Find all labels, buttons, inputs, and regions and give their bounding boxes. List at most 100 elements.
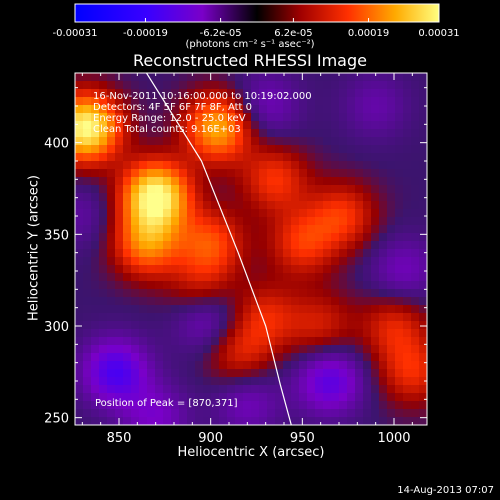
heatmap-cell — [331, 289, 340, 298]
heatmap-cell — [387, 201, 396, 210]
heatmap-cell — [155, 225, 164, 234]
heatmap-cell — [91, 73, 100, 82]
heatmap-cell — [179, 81, 188, 90]
heatmap-cell — [203, 217, 212, 226]
heatmap-cell — [323, 161, 332, 170]
heatmap-cell — [155, 161, 164, 170]
heatmap-cell — [139, 265, 148, 274]
heatmap-cell — [315, 273, 324, 282]
heatmap-cell — [259, 145, 268, 154]
heatmap-cell — [355, 81, 364, 90]
heatmap-cell — [115, 281, 124, 290]
heatmap-cell — [163, 105, 172, 114]
heatmap-cell — [219, 233, 228, 242]
heatmap-cell — [331, 241, 340, 250]
heatmap-cell — [291, 249, 300, 258]
heatmap-cell — [323, 289, 332, 298]
heatmap-cell — [155, 273, 164, 282]
heatmap-cell — [75, 281, 84, 290]
heatmap-cell — [155, 361, 164, 370]
heatmap-cell — [275, 209, 284, 218]
heatmap-cell — [355, 313, 364, 322]
heatmap-cell — [147, 353, 156, 362]
heatmap-cell — [371, 353, 380, 362]
heatmap-cell — [259, 361, 268, 370]
heatmap-cell — [387, 137, 396, 146]
heatmap-cell — [99, 289, 108, 298]
heatmap-cell — [163, 233, 172, 242]
heatmap-cell — [131, 329, 140, 338]
heatmap-cell — [179, 321, 188, 330]
heatmap-cell — [155, 377, 164, 386]
heatmap-cell — [283, 345, 292, 354]
heatmap-cell — [291, 337, 300, 346]
heatmap-cell — [323, 297, 332, 306]
heatmap-cell — [307, 233, 316, 242]
heatmap-cell — [123, 209, 132, 218]
heatmap-cell — [75, 73, 84, 82]
heatmap-cell — [331, 337, 340, 346]
heatmap-cell — [315, 177, 324, 186]
heatmap-cell — [211, 193, 220, 202]
heatmap-cell — [411, 81, 420, 90]
heatmap-cell — [371, 409, 380, 418]
heatmap-cell — [115, 177, 124, 186]
heatmap-cell — [355, 257, 364, 266]
heatmap-cell — [243, 169, 252, 178]
heatmap-cell — [339, 361, 348, 370]
heatmap-cell — [171, 217, 180, 226]
heatmap-cell — [419, 129, 427, 138]
heatmap-cell — [291, 129, 300, 138]
heatmap-cell — [323, 121, 332, 130]
heatmap-cell — [411, 121, 420, 130]
heatmap-cell — [315, 161, 324, 170]
heatmap-cell — [203, 329, 212, 338]
heatmap-cell — [195, 249, 204, 258]
heatmap-cell — [171, 161, 180, 170]
heatmap-cell — [283, 377, 292, 386]
heatmap-cell — [187, 137, 196, 146]
heatmap-cell — [379, 361, 388, 370]
heatmap-cell — [83, 161, 92, 170]
heatmap-cell — [323, 185, 332, 194]
heatmap-cell — [315, 193, 324, 202]
heatmap-cell — [403, 345, 412, 354]
heatmap-cell — [291, 201, 300, 210]
heatmap-cell — [235, 241, 244, 250]
heatmap-cell — [187, 409, 196, 418]
heatmap-cell — [371, 209, 380, 218]
heatmap-cell — [315, 321, 324, 330]
heatmap-cell — [83, 81, 92, 90]
heatmap-cell — [331, 409, 340, 418]
heatmap-cell — [379, 201, 388, 210]
heatmap-cell — [291, 97, 300, 106]
heatmap-cell — [195, 329, 204, 338]
heatmap-cell — [139, 289, 148, 298]
heatmap-cell — [419, 329, 427, 338]
heatmap-cell — [411, 329, 420, 338]
heatmap-cell — [179, 353, 188, 362]
heatmap-cell — [355, 169, 364, 178]
heatmap-cell — [339, 273, 348, 282]
heatmap-cell — [179, 369, 188, 378]
heatmap-cell — [187, 393, 196, 402]
heatmap-cell — [163, 377, 172, 386]
heatmap-cell — [331, 137, 340, 146]
heatmap-cell — [251, 129, 260, 138]
heatmap-cell — [387, 257, 396, 266]
heatmap-cell — [203, 153, 212, 162]
heatmap-cell — [131, 137, 140, 146]
heatmap-cell — [307, 177, 316, 186]
heatmap-cell — [291, 369, 300, 378]
heatmap-cell — [283, 201, 292, 210]
heatmap-cell — [75, 137, 84, 146]
heatmap-cell — [219, 321, 228, 330]
heatmap-cell — [291, 313, 300, 322]
heatmap-cell — [259, 193, 268, 202]
heatmap-cell — [203, 409, 212, 418]
heatmap-cell — [75, 289, 84, 298]
heatmap-cell — [251, 217, 260, 226]
heatmap-cell — [243, 177, 252, 186]
heatmap-cell — [147, 393, 156, 402]
heatmap-cell — [235, 145, 244, 154]
